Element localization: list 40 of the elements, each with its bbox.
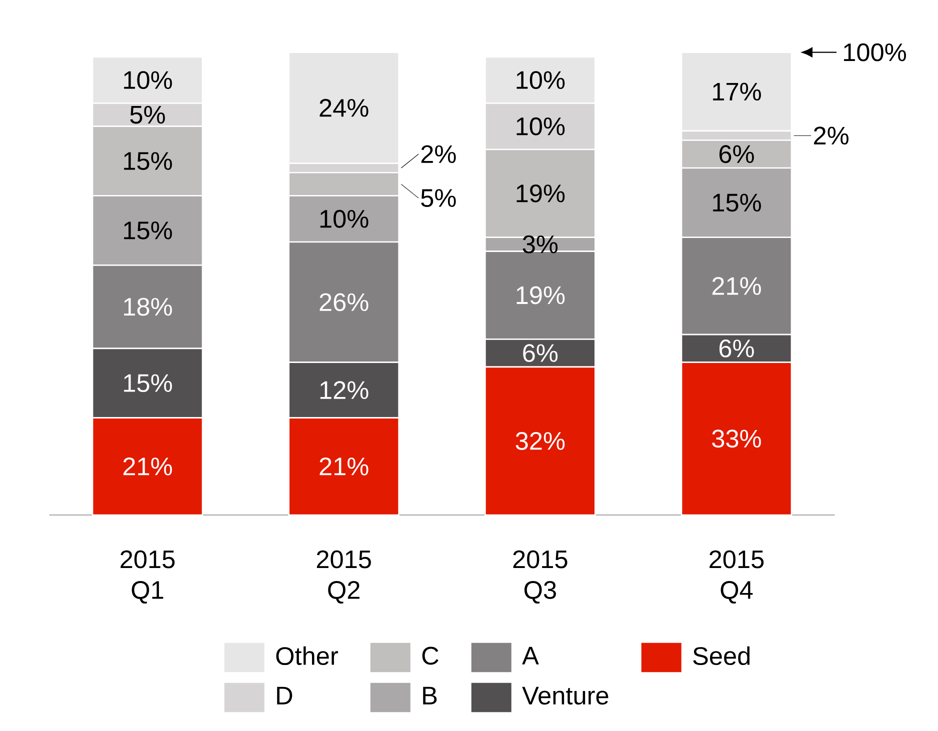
data-label: 10% [516,71,565,90]
data-label: 5% [130,106,165,124]
data-label: 26% [320,293,368,312]
data-label: 15% [124,152,172,170]
data-label: 15% [124,222,172,240]
data-label: 19% [516,286,565,304]
data-label: 21% [712,277,761,295]
legend-label: B [423,686,437,704]
data-label: 21% [320,457,368,476]
data-label: 12% [320,381,368,399]
legend-label: A [522,646,539,664]
data-label: 10% [124,71,172,90]
data-label: 32% [516,432,565,450]
data-label: 15% [713,194,761,212]
legend-label: Other [276,646,338,666]
legend-label: D [277,686,292,704]
data-label: 18% [124,298,172,316]
data-label: 6% [719,339,754,358]
data-label: 10% [320,210,368,228]
legend-label: C [422,646,438,665]
data-label: 2% [814,126,848,145]
legend-label: Seed [693,646,750,666]
text: 100% [844,43,906,62]
data-label: 24% [320,98,368,117]
data-label: 17% [713,82,761,101]
x-tick-label: 2015 Q4 [710,550,764,604]
data-label: 21% [123,457,172,476]
data-label: 33% [712,430,761,448]
x-tick-label: 2015 Q1 [120,550,175,604]
data-label: 19% [516,184,565,202]
data-label: 15% [124,374,172,392]
data-label: 3% [522,235,558,254]
data-label: 5% [421,189,456,207]
data-label: 10% [516,117,565,136]
legend-label: Venture [522,686,608,705]
x-tick-label: 2015 Q3 [513,550,568,604]
data-label: 6% [523,344,558,362]
x-tick-label: 2015 Q2 [316,550,371,604]
data-label: 6% [719,145,754,164]
data-label: 2% [421,145,456,164]
